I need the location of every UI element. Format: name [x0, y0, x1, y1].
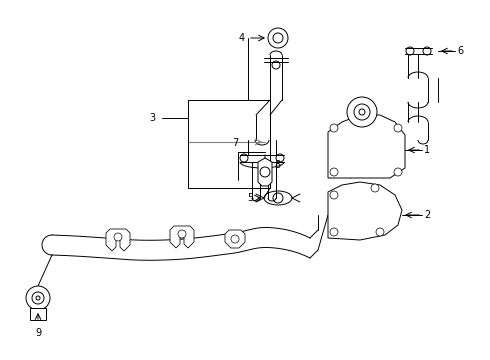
Circle shape — [178, 230, 186, 238]
Bar — [188, 100, 270, 188]
Polygon shape — [106, 229, 130, 251]
Circle shape — [330, 124, 338, 132]
Circle shape — [376, 228, 384, 236]
Polygon shape — [225, 230, 245, 248]
Circle shape — [26, 286, 50, 310]
Circle shape — [371, 184, 379, 192]
Polygon shape — [258, 158, 272, 186]
Circle shape — [32, 292, 44, 304]
Circle shape — [359, 109, 365, 115]
Text: 1: 1 — [424, 145, 430, 155]
Text: 4: 4 — [239, 33, 245, 43]
Circle shape — [354, 104, 370, 120]
Text: 3: 3 — [149, 113, 155, 123]
Circle shape — [394, 124, 402, 132]
Circle shape — [330, 228, 338, 236]
Circle shape — [347, 97, 377, 127]
Circle shape — [231, 235, 239, 243]
Text: 5: 5 — [247, 193, 253, 203]
Circle shape — [394, 168, 402, 176]
Text: 7: 7 — [232, 138, 238, 148]
Bar — [30, 308, 46, 320]
Circle shape — [330, 168, 338, 176]
Polygon shape — [328, 182, 402, 240]
Circle shape — [36, 296, 40, 300]
Polygon shape — [170, 226, 194, 248]
Text: 6: 6 — [457, 46, 463, 56]
Text: 9: 9 — [35, 328, 41, 338]
Circle shape — [114, 233, 122, 241]
Circle shape — [260, 167, 270, 177]
Circle shape — [330, 191, 338, 199]
Text: 2: 2 — [424, 210, 430, 220]
Polygon shape — [328, 115, 405, 178]
Text: 8: 8 — [274, 160, 280, 170]
